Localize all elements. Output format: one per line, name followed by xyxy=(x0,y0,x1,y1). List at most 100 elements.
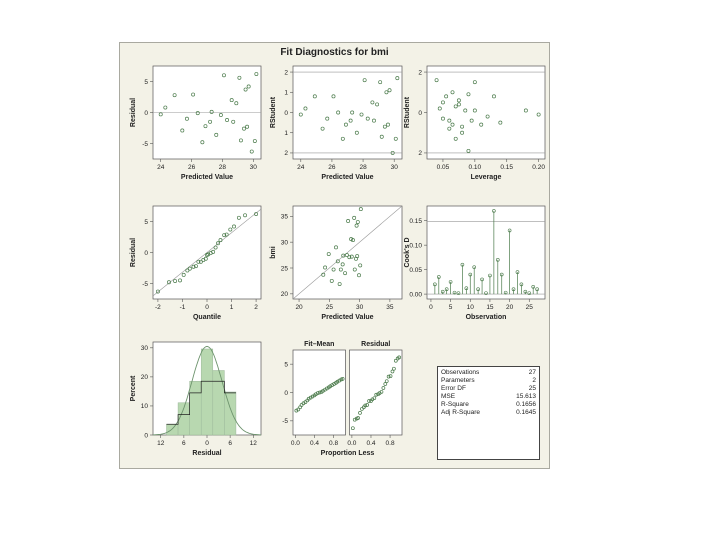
rstudent_vs_leverage-point xyxy=(523,108,528,113)
bmi_vs_pred-point xyxy=(358,263,363,268)
residual_histogram-normal-curve xyxy=(152,345,262,436)
resid_vs_pred-x-axis-label: Predicted Value xyxy=(181,174,233,181)
resid_vs_pred-point xyxy=(238,138,243,143)
rf_spread-point xyxy=(363,403,368,408)
stats-row-r-square: R-Square 0.1656 xyxy=(441,401,536,408)
rstudent_vs_leverage-point xyxy=(437,106,442,111)
rf_spread-point xyxy=(390,369,395,374)
cooks_d-point xyxy=(503,290,508,295)
bmi_vs_pred-point xyxy=(334,245,338,250)
rstudent_vs_pred-point xyxy=(386,122,390,127)
qq_plot-point xyxy=(224,232,229,237)
rstudent_vs_pred-point xyxy=(387,88,392,93)
cooks_d-point xyxy=(495,258,500,262)
qq_plot-point xyxy=(232,224,236,229)
cooks_d-point xyxy=(527,291,532,295)
rstudent_vs_pred-point xyxy=(340,136,345,141)
rstudent_vs_pred-point xyxy=(359,112,364,117)
cooks_d-x-tick-label: 15 xyxy=(486,304,494,311)
bmi_vs_pred-x-tick-label: 35 xyxy=(386,304,394,311)
bmi_vs_pred-point xyxy=(335,259,340,264)
bmi_vs_pred-point xyxy=(354,223,359,228)
rf_spread-point xyxy=(367,399,371,403)
resid_vs_pred-y-tick-label: 0 xyxy=(144,110,148,117)
qq_plot-point xyxy=(178,278,182,283)
cooks_d-point xyxy=(484,291,488,295)
bmi_vs_pred-x-axis-label: Predicted Value xyxy=(321,314,373,321)
bmi_vs_pred-point xyxy=(352,267,357,272)
bmi_vs_pred-point xyxy=(357,273,361,278)
cooks_d-x-tick-label: 0 xyxy=(429,304,433,311)
rstudent_vs_leverage-point xyxy=(466,148,471,153)
resid_vs_pred-point xyxy=(180,128,185,133)
rstudent_vs_pred-x-tick-label: 30 xyxy=(391,164,399,171)
cooks_d-point xyxy=(476,287,480,292)
rstudent_vs_pred-point xyxy=(375,102,380,107)
rstudent_vs_leverage-point xyxy=(447,126,452,131)
rstudent_vs_pred-point xyxy=(370,100,375,105)
cooks_d-plot-area xyxy=(426,205,546,300)
cooks_d-point xyxy=(436,275,441,279)
qq_plot-point xyxy=(185,268,190,273)
rstudent_vs_pred-x-tick-label: 26 xyxy=(328,164,336,171)
rf_spread-point xyxy=(315,391,320,395)
figure-title: Fit Diagnostics for bmi xyxy=(280,47,389,58)
bmi_vs_pred-point xyxy=(344,253,349,258)
residual_histogram-x-axis-label: Residual xyxy=(192,450,221,457)
bmi_vs_pred-x-tick-label: 25 xyxy=(326,304,334,311)
bmi_vs_pred-y-axis-label: bmi xyxy=(270,246,277,259)
rstudent_vs_pred-point xyxy=(393,136,398,141)
resid_vs_pred-point xyxy=(249,149,254,154)
resid_vs_pred-point xyxy=(243,87,248,92)
rstudent_vs_pred-point xyxy=(390,150,395,155)
rstudent_vs_pred-point xyxy=(384,90,389,95)
resid_vs_pred-point xyxy=(172,93,177,98)
bmi_vs_pred-y-tick-label: 25 xyxy=(281,265,289,272)
cooks_d-x-tick-label: 10 xyxy=(467,304,475,311)
rf_spread-y-tick-label: 0 xyxy=(284,390,288,397)
qq_plot-x-tick-label: 0 xyxy=(205,304,209,311)
resid_vs_pred-x-tick-label: 26 xyxy=(188,164,196,171)
qq_plot-point xyxy=(228,227,233,232)
bmi_vs_pred-point xyxy=(326,252,331,256)
cooks_d-y-axis-label: Cook's D xyxy=(404,237,411,267)
residual_histogram-bar xyxy=(224,391,237,436)
qq_plot-y-tick-label: 5 xyxy=(144,219,148,226)
rstudent_vs_pred-y-axis-label: RStudent xyxy=(270,96,277,128)
rstudent_vs_pred-x-tick-label: 24 xyxy=(297,164,305,171)
rstudent_vs_pred-point xyxy=(298,112,303,117)
rf_spread-panel-label-residual: Residual xyxy=(361,341,390,348)
cooks_d-x-tick-label: 25 xyxy=(526,304,534,311)
rf_spread-plot-area xyxy=(349,349,403,436)
rstudent_vs_leverage-point xyxy=(456,102,461,107)
qq_plot-y-tick-label: -5 xyxy=(142,281,148,288)
cooks_d-point xyxy=(440,289,445,294)
resid_vs_pred-y-axis-label: Residual xyxy=(130,98,137,127)
rstudent_vs_leverage-point xyxy=(453,104,458,109)
bmi_vs_pred-point xyxy=(343,271,348,276)
qq_plot-point xyxy=(203,256,208,261)
bmi_vs_pred-x-tick-label: 20 xyxy=(295,304,303,311)
residual_histogram-bar xyxy=(200,348,214,436)
stats-row-error-df: Error DF 25 xyxy=(441,385,536,392)
residual_histogram-x-tick-label: 6 xyxy=(182,440,186,447)
resid_vs_pred-x-tick-label: 28 xyxy=(219,164,227,171)
rstudent_vs_leverage-point xyxy=(492,94,496,99)
rstudent_vs_pred-point xyxy=(312,94,317,99)
rstudent_vs_pred-point xyxy=(336,110,341,115)
bmi_vs_pred-point xyxy=(321,272,326,277)
bmi_vs_pred-point xyxy=(338,267,343,272)
rf_spread-x-tick-label: 0.8 xyxy=(386,440,395,447)
rstudent_vs_pred-point xyxy=(331,94,336,99)
rstudent_vs_leverage-point xyxy=(450,90,455,95)
rf_spread-point xyxy=(388,374,393,378)
qq_plot-x-tick-label: -1 xyxy=(180,304,186,311)
rstudent_vs_leverage-point xyxy=(472,80,477,85)
cooks_d-y-tick-label: 0.05 xyxy=(409,267,422,274)
bmi_vs_pred-point xyxy=(355,220,360,224)
resid_vs_pred-point xyxy=(245,124,250,129)
rstudent_vs_pred-point xyxy=(303,106,308,111)
qq_plot-point xyxy=(194,264,198,269)
rf_spread-point xyxy=(372,396,377,401)
